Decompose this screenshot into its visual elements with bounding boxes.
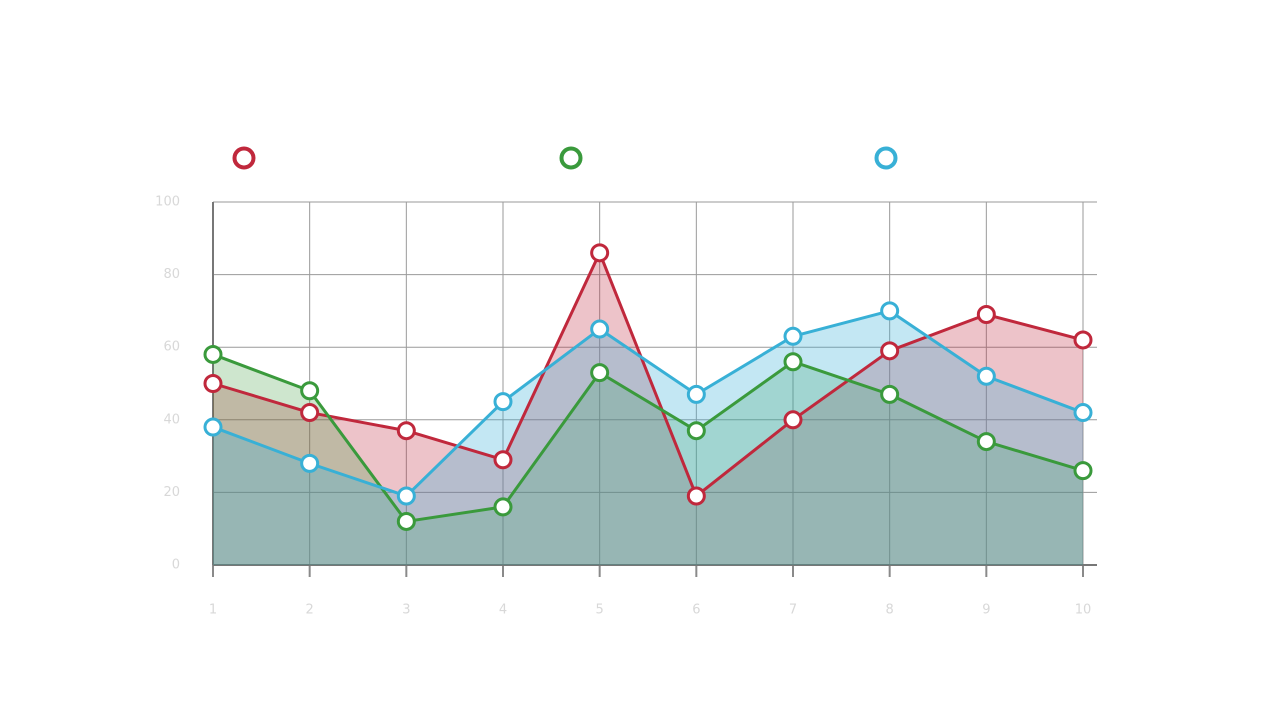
- data-point: [880, 341, 900, 361]
- data-point: [493, 450, 513, 470]
- line: [212, 251, 1084, 498]
- x-tick-label: 9: [982, 603, 990, 618]
- x-tick-label: 7: [789, 603, 797, 618]
- data-point: [976, 305, 996, 325]
- area: [213, 252, 1083, 565]
- data-point: [880, 384, 900, 404]
- data-point: [976, 432, 996, 452]
- data-point: [1073, 461, 1093, 481]
- x-tick-label: 8: [886, 603, 894, 618]
- x-tick-label: 1: [209, 603, 217, 618]
- y-tick-label: 0: [172, 558, 180, 573]
- data-point: [783, 410, 803, 430]
- legend-marker: [559, 146, 583, 170]
- x-tick-label: 6: [692, 603, 700, 618]
- x-tick-label: 10: [1075, 603, 1092, 618]
- data-point: [590, 319, 610, 339]
- data-point: [686, 421, 706, 441]
- data-point: [1073, 330, 1093, 350]
- data-point: [880, 301, 900, 321]
- data-point: [203, 374, 223, 393]
- y-tick-label: 80: [163, 267, 180, 282]
- x-tick-label: 2: [306, 603, 314, 618]
- data-point: [976, 366, 996, 386]
- data-point: [493, 392, 513, 412]
- line: [212, 353, 1084, 523]
- y-tick-label: 40: [163, 412, 180, 427]
- data-point: [590, 363, 610, 383]
- data-point: [300, 403, 320, 423]
- data-point: [686, 486, 706, 506]
- data-point: [396, 511, 416, 531]
- y-tick-label: 100: [155, 195, 180, 210]
- data-point: [783, 352, 803, 372]
- data-point: [300, 381, 320, 401]
- data-point: [783, 326, 803, 346]
- data-point: [300, 453, 320, 473]
- data-point: [590, 243, 610, 263]
- y-tick-label: 20: [163, 485, 180, 500]
- data-point: [203, 344, 223, 364]
- data-point: [396, 421, 416, 441]
- data-point: [396, 486, 416, 506]
- data-point: [1073, 403, 1093, 423]
- data-point: [686, 384, 706, 404]
- x-tick-label: 3: [402, 603, 410, 618]
- data-point: [493, 497, 513, 517]
- y-tick-label: 60: [163, 340, 180, 355]
- legend-marker: [232, 146, 256, 170]
- x-tick-label: 5: [596, 603, 604, 618]
- x-tick-label: 4: [499, 603, 507, 618]
- legend-marker: [874, 146, 898, 170]
- data-point: [203, 417, 223, 437]
- line: [212, 309, 1084, 498]
- area: [213, 354, 1083, 565]
- area: [213, 310, 1083, 565]
